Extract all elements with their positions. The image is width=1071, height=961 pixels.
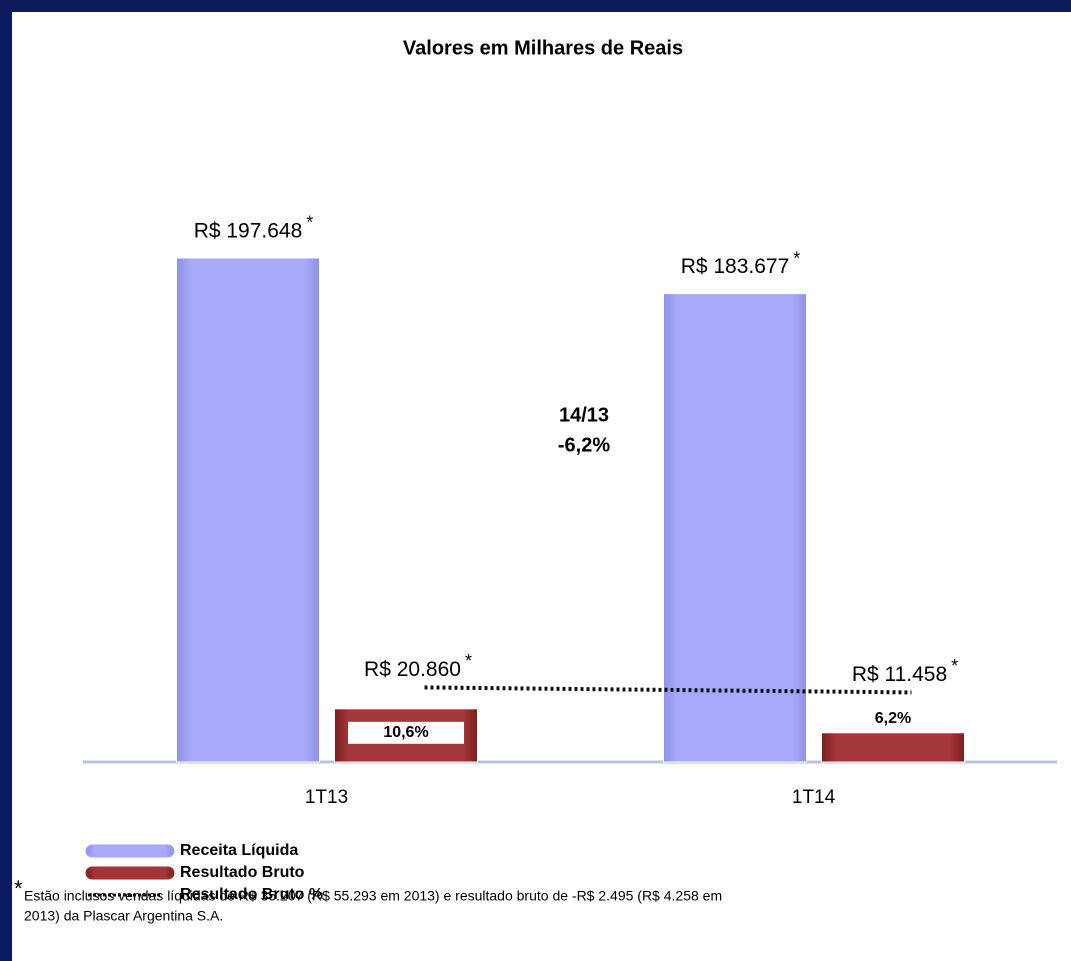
value-label-marker: * — [951, 656, 958, 676]
footnote: 2013) da Plascar Argentina S.A. — [24, 908, 223, 924]
bar — [663, 293, 807, 763]
x-tick-label: 1T14 — [792, 787, 836, 808]
legend-label: Resultado Bruto — [180, 864, 305, 881]
value-label: 6,2% — [875, 710, 911, 727]
legend-swatch — [85, 866, 175, 880]
value-label: 10,6% — [383, 724, 428, 741]
legend-swatch — [85, 844, 175, 858]
value-label: R$ 11.458 — [852, 663, 947, 686]
frame-left — [0, 0, 12, 961]
value-label: R$ 20.860 — [364, 658, 461, 681]
bar — [821, 732, 965, 763]
x-tick-label: 1T13 — [305, 787, 348, 808]
label-box — [348, 721, 464, 744]
annotation: 14/13 — [559, 404, 609, 426]
legend-label: Resultado Bruto % — [180, 886, 323, 903]
frame-top — [0, 0, 1071, 12]
value-label-marker: * — [465, 651, 472, 671]
value-label: R$ 183.677 — [681, 255, 790, 278]
footnote: Estão inclusos vendas líquidas de R$ 35.… — [24, 888, 722, 904]
annotation: -6,2% — [558, 434, 610, 456]
chart-title: Valores em Milhares de Reais — [403, 37, 683, 59]
bar — [176, 257, 320, 763]
value-label-marker: * — [793, 248, 800, 268]
value-label-marker: * — [306, 213, 313, 233]
legend-label: Receita Líquida — [180, 842, 298, 859]
value-label: R$ 197.648 — [194, 220, 303, 243]
footnote-marker: * — [14, 876, 23, 901]
